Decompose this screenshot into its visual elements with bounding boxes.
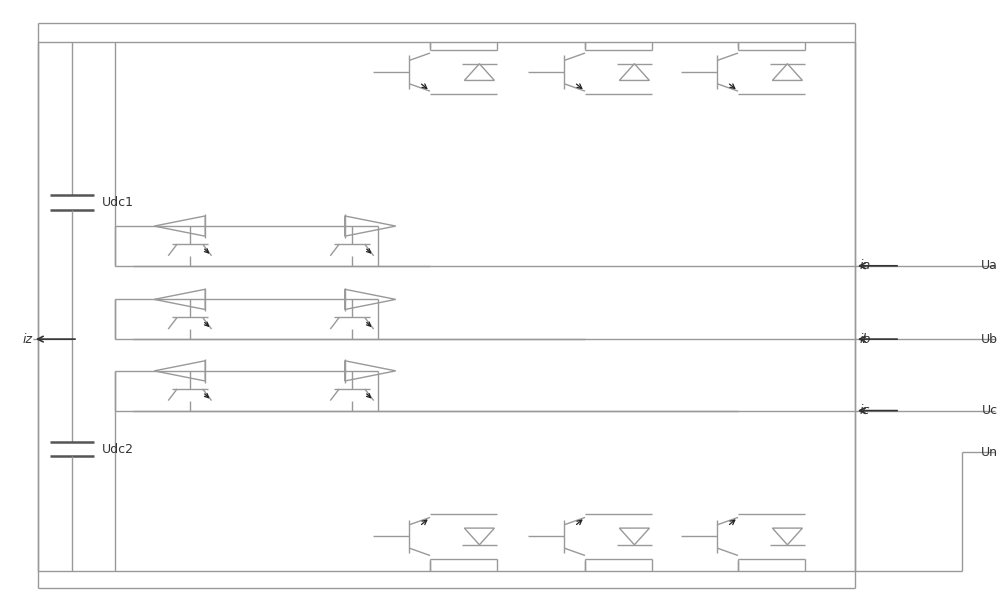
Text: ic: ic: [860, 404, 870, 417]
Text: Udc2: Udc2: [102, 442, 134, 456]
Text: Uc: Uc: [982, 404, 998, 417]
Text: ib: ib: [860, 332, 871, 346]
Text: Ua: Ua: [981, 259, 998, 273]
Text: Udc1: Udc1: [102, 196, 134, 209]
Text: ia: ia: [860, 259, 871, 273]
Text: Un: Un: [981, 445, 998, 459]
Text: iz: iz: [23, 332, 33, 346]
Text: Ub: Ub: [981, 332, 998, 346]
